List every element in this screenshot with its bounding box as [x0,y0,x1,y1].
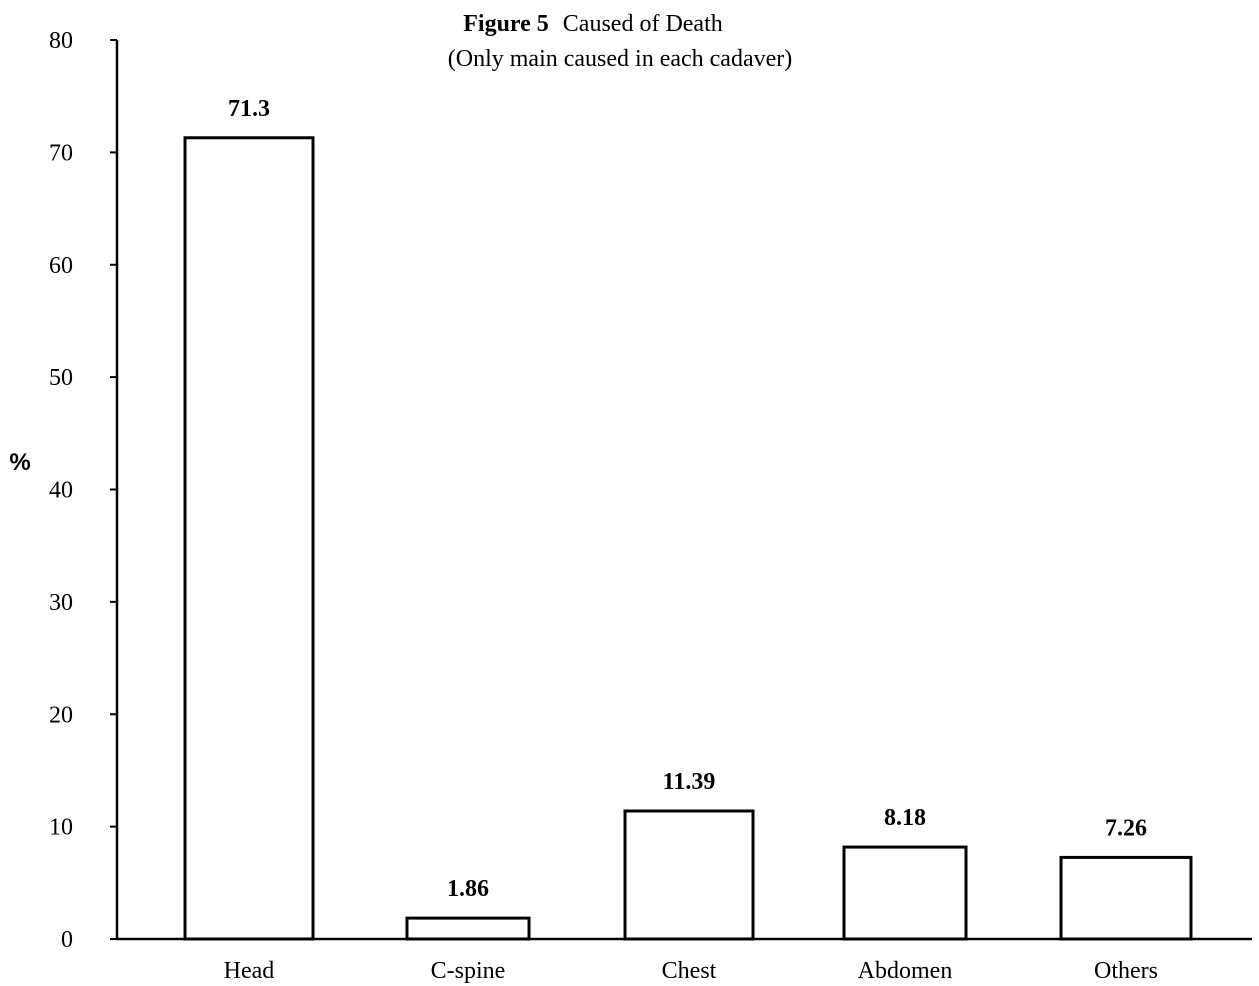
chart-title-main: Caused of Death [563,11,723,37]
y-tick-label: 20 [49,702,73,728]
x-tick-label: Chest [662,958,717,984]
x-tick-label: Head [224,958,275,984]
value-label: 11.39 [663,769,716,795]
bar-chest [623,809,755,941]
value-label: 1.86 [447,876,489,902]
y-tick-label: 50 [49,365,73,391]
x-tick-label: Others [1094,958,1158,984]
y-tick-label: 40 [49,478,73,504]
value-labels: 71.3 1.86 11.39 8.18 7.26 [228,96,1147,902]
chart-subtitle: (Only main caused in each cadaver) [448,46,793,72]
y-tick-label: 10 [49,815,73,841]
x-tick-label: C-spine [431,958,506,984]
bar-others [1059,855,1193,941]
chart-title: Figure 5 Caused of Death [463,11,723,37]
value-label: 7.26 [1105,815,1147,841]
y-axis-label: % [9,449,30,476]
chart-title-prefix: Figure 5 [463,11,549,37]
y-tick-label: 30 [49,590,73,616]
value-label: 71.3 [228,96,270,122]
value-label: 8.18 [884,805,926,831]
chart-title-group: Figure 5 Caused of Death (Only main cause… [448,11,793,72]
y-tick-label: 60 [49,253,73,279]
y-tick-label: 0 [61,927,73,953]
y-tick-label: 70 [49,140,73,166]
x-tick-label: Abdomen [858,958,953,984]
x-tick-labels: Head C-spine Chest Abdomen Others [224,958,1158,984]
bar-head [183,136,315,941]
bar-c-spine [405,916,531,941]
y-tick-label: 80 [49,28,73,54]
bars [183,136,1193,941]
bar-abdomen [842,845,968,941]
y-ticks: 0 10 20 30 40 50 60 70 80 [49,28,117,953]
